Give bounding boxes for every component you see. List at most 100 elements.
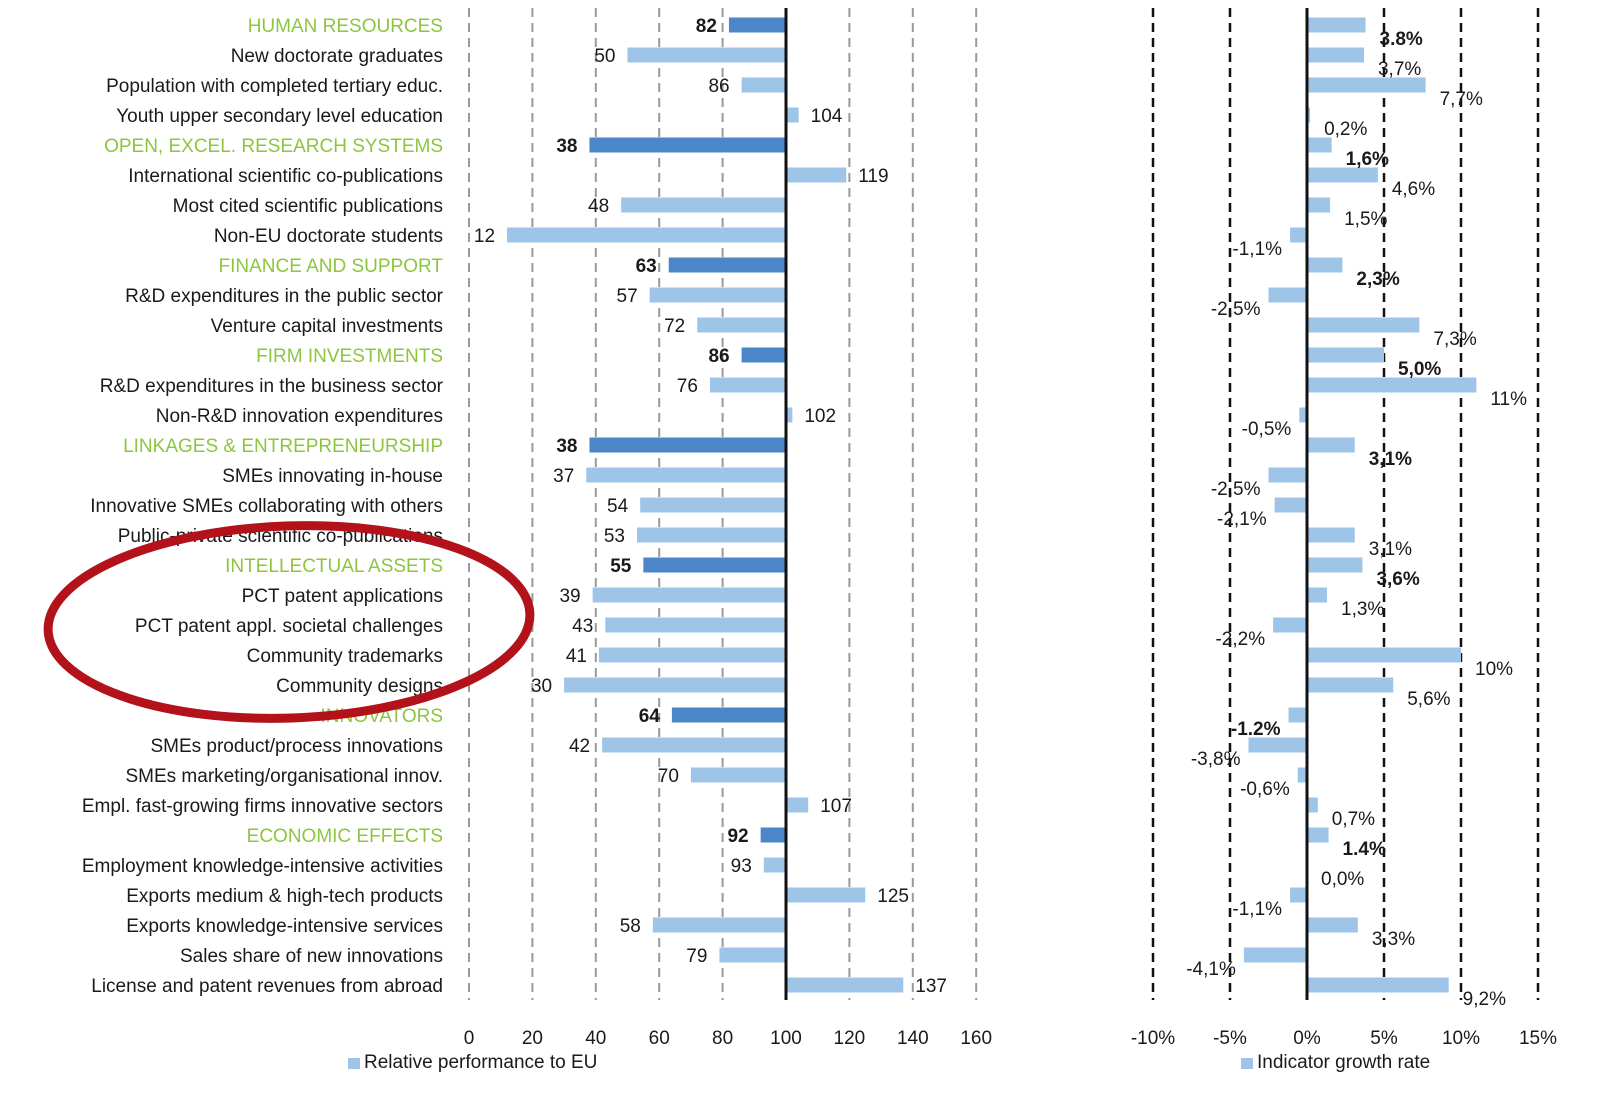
annotation-ellipse [43,521,535,723]
growth-value-label: -1,1% [1232,899,1282,920]
growth-value-label: -0,6% [1240,779,1290,800]
growth-bar [1307,587,1328,603]
bar-value-label: 63 [636,256,657,277]
x-tick-label: 60 [649,1028,670,1049]
indicator-bar [786,407,793,423]
category-label: Community trademarks [247,646,443,667]
legend-label-growth: Indicator growth rate [1257,1052,1430,1073]
bar-value-label: 72 [664,316,685,337]
growth-value-label: -1,1% [1232,239,1282,260]
x-tick-label: 0 [464,1028,475,1049]
growth-bar [1268,467,1307,483]
indicator-bar [637,527,786,543]
x-tick-label: 140 [897,1028,929,1049]
growth-group-bar [1307,137,1332,153]
group-label: FIRM INVESTMENTS [256,346,443,367]
group-label: INTELLECTUAL ASSETS [225,556,443,577]
category-label: R&D expenditures in the public sector [125,286,444,307]
indicator-bar [592,587,786,603]
category-label: Venture capital investments [211,316,443,337]
group-label: OPEN, EXCEL. RESEARCH SYSTEMS [104,136,443,157]
growth-value-label: -2,5% [1211,299,1261,320]
indicator-bar [786,977,904,993]
growth-value-label: 7,7% [1440,89,1483,110]
bar-value-label: 37 [553,466,574,487]
growth-value-label: 0,7% [1332,809,1375,830]
growth-group-bar [1307,17,1366,33]
category-label: PCT patent appl. societal challenges [135,616,443,637]
bar-value-label: 86 [708,346,729,367]
growth-value-label: 2,3% [1356,269,1399,290]
category-label: SMEs innovating in-house [222,466,443,487]
bar-value-label: 86 [708,76,729,97]
growth-group-bar [1307,557,1363,573]
group-bar [589,437,786,453]
growth-value-label: 0,2% [1324,119,1367,140]
growth-bar [1290,227,1307,243]
category-label: R&D expenditures in the business sector [100,376,444,397]
x-tick-label: 100 [770,1028,802,1049]
growth-value-label: 1,3% [1341,599,1384,620]
growth-bar [1307,197,1331,213]
bar-value-label: 38 [556,136,577,157]
indicator-bar [786,107,799,123]
indicator-bar [763,857,786,873]
growth-value-label: 3,1% [1369,449,1412,470]
growth-bar [1274,497,1307,513]
x-tick-label: 15% [1519,1028,1557,1049]
category-label: International scientific co-publications [128,166,443,187]
category-label: Employment knowledge-intensive activitie… [82,856,443,877]
growth-value-label: -4,1% [1186,959,1236,980]
category-label: SMEs product/process innovations [150,736,443,757]
x-tick-label: 20 [522,1028,543,1049]
x-tick-label: 40 [585,1028,606,1049]
left-bars [507,17,904,993]
legend-swatch-performance [348,1058,360,1069]
indicator-bar [621,197,786,213]
legends: Relative performance to EU Indicator grow… [348,1052,1430,1073]
growth-group-bar [1288,707,1307,723]
growth-value-label: 3,6% [1376,569,1419,590]
bar-value-label: 102 [804,406,836,427]
category-label: Most cited scientific publications [173,196,443,217]
growth-bar [1307,107,1311,123]
x-tick-label: 160 [960,1028,992,1049]
growth-group-bar [1307,347,1384,363]
legend-label-performance: Relative performance to EU [364,1052,597,1073]
growth-value-label: 11% [1490,389,1527,410]
indicator-bar [602,737,786,753]
bar-value-label: 54 [607,496,629,517]
bar-value-label: 12 [474,226,495,247]
x-tick-label: 5% [1370,1028,1398,1049]
x-tick-label: 120 [834,1028,866,1049]
indicator-bar [786,167,847,183]
growth-bar [1248,737,1307,753]
growth-bar [1273,617,1307,633]
growth-value-label: 7,3% [1433,329,1476,350]
category-label: Innovative SMEs collaborating with other… [90,496,443,517]
group-bar [741,347,786,363]
bar-value-label: 39 [559,586,580,607]
growth-value-label: 4,6% [1392,179,1435,200]
growth-bar [1307,917,1358,933]
growth-bar [1243,947,1307,963]
growth-value-label: 3,1% [1369,539,1412,560]
bar-value-label: 57 [617,286,638,307]
right-gridlines [1151,8,1540,1000]
growth-value-label: 3.8% [1380,29,1423,50]
group-bar [589,137,786,153]
growth-value-label: 5,0% [1398,359,1441,380]
bar-value-label: 93 [731,856,752,877]
category-label: Non-R&D innovation expenditures [156,406,443,427]
growth-group-bar [1307,437,1355,453]
growth-value-label: 0,0% [1321,869,1364,890]
bar-value-label: 30 [531,676,552,697]
group-label: LINKAGES & ENTREPRENEURSHIP [123,436,443,457]
indicator-bar [786,797,809,813]
growth-value-label: 1,6% [1346,149,1389,170]
left-value-labels: 82 50 86 104 38 119 48 12 63 57 72 86 76 102 38 37 54 53 5… [474,16,947,997]
growth-bar [1307,797,1318,813]
indicator-bar [786,887,866,903]
bar-value-label: 53 [604,526,625,547]
